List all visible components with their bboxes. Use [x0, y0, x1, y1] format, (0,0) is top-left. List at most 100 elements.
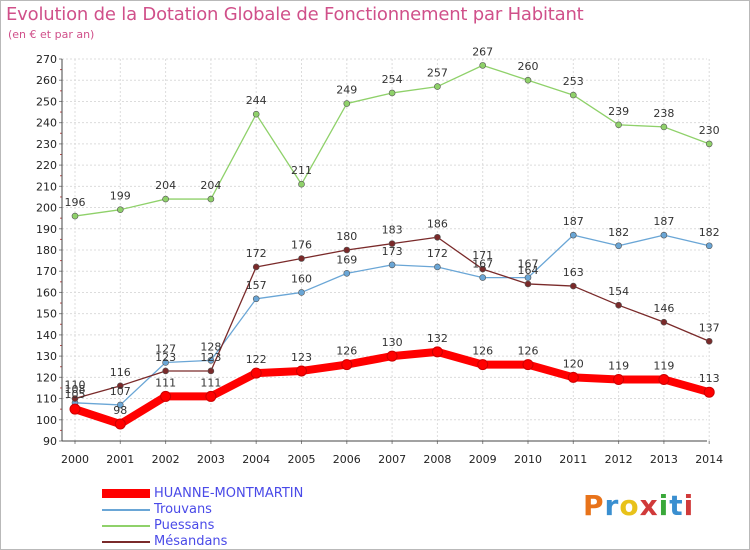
data-point — [114, 418, 126, 430]
data-point — [298, 255, 305, 262]
data-label: 116 — [110, 366, 131, 379]
data-point — [298, 180, 305, 188]
data-label: 230 — [699, 124, 720, 137]
data-point — [162, 367, 169, 375]
chart-subtitle: (en € et par an) — [8, 28, 95, 41]
logo-letter: r — [604, 489, 620, 522]
legend-label-mesandans: Mésandans — [154, 534, 228, 549]
data-point — [162, 359, 169, 366]
data-point — [479, 265, 487, 273]
data-point — [569, 231, 577, 239]
data-point — [71, 395, 79, 402]
data-label: 176 — [291, 238, 312, 251]
data-label: 172 — [246, 247, 267, 260]
data-point — [479, 62, 487, 69]
data-label: 122 — [246, 353, 267, 366]
data-label: 180 — [336, 230, 357, 243]
data-point — [569, 282, 577, 290]
data-point — [524, 280, 532, 288]
data-point — [296, 365, 307, 377]
data-point — [522, 359, 534, 371]
proxiti-logo: Proxiti — [583, 489, 694, 522]
data-point — [613, 373, 625, 385]
data-label: 253 — [563, 75, 584, 88]
data-point — [431, 346, 443, 358]
x-tick-label: 2007 — [378, 453, 406, 466]
logo-letter: x — [639, 489, 659, 522]
data-point — [343, 100, 351, 107]
data-point — [386, 350, 398, 362]
data-point — [162, 195, 169, 203]
data-label: 105 — [65, 388, 86, 401]
data-label: 238 — [653, 107, 674, 120]
data-label: 260 — [518, 60, 539, 73]
data-label: 239 — [608, 105, 629, 118]
data-point — [160, 390, 172, 402]
data-label: 173 — [382, 245, 403, 258]
y-tick-label: 120 — [36, 371, 57, 384]
data-label: 154 — [608, 285, 629, 298]
data-label: 119 — [653, 359, 674, 372]
logo-letter: t — [669, 489, 684, 522]
data-label: 123 — [155, 351, 176, 364]
y-tick-label: 250 — [36, 95, 57, 108]
y-tick-label: 190 — [36, 223, 57, 236]
y-tick-label: 270 — [36, 53, 57, 66]
data-point — [434, 83, 441, 90]
logo-letter: o — [619, 489, 640, 522]
legend-swatch-trouvans — [102, 509, 150, 511]
data-label: 113 — [699, 372, 720, 385]
legend-label-huanne: HUANNE-MONTMARTIN — [154, 486, 304, 501]
data-label: 267 — [472, 45, 493, 58]
data-point — [117, 401, 124, 409]
data-point — [567, 371, 579, 383]
x-tick-label: 2010 — [514, 453, 542, 466]
data-label: 187 — [563, 215, 584, 228]
data-label: 111 — [155, 376, 176, 389]
x-tick-label: 2013 — [650, 453, 678, 466]
data-point — [250, 367, 262, 379]
x-tick-label: 2003 — [197, 453, 225, 466]
data-point — [703, 386, 715, 398]
data-label: 157 — [246, 279, 267, 292]
data-point — [388, 261, 396, 269]
data-label: 211 — [291, 164, 312, 177]
data-point — [207, 195, 215, 203]
logo-letter: i — [658, 489, 670, 522]
data-label: 172 — [427, 247, 448, 260]
data-point — [252, 295, 260, 303]
data-point — [524, 274, 532, 281]
data-label: 146 — [653, 302, 674, 315]
data-point — [615, 301, 622, 309]
data-label: 183 — [382, 224, 403, 237]
data-point — [615, 121, 622, 129]
line-chart: 90 100 110 120 130 140 150 160 170 180 190 200 210 22… — [36, 45, 723, 466]
data-label: 160 — [291, 272, 312, 285]
data-label: 204 — [200, 179, 221, 192]
data-point — [298, 289, 305, 296]
y-tick-label: 170 — [36, 265, 57, 278]
x-tick-label: 2005 — [288, 453, 316, 466]
data-point — [660, 231, 668, 239]
logo-letter: P — [583, 489, 605, 522]
data-point — [434, 233, 441, 241]
data-label: 130 — [382, 336, 403, 349]
data-point — [117, 382, 124, 390]
data-label: 182 — [608, 226, 629, 239]
y-tick-label: 210 — [36, 180, 57, 193]
data-point — [343, 246, 351, 254]
data-label: 107 — [110, 385, 131, 398]
data-label: 120 — [563, 357, 584, 370]
data-label: 128 — [200, 340, 221, 353]
y-tick-label: 110 — [36, 393, 57, 406]
data-label: 163 — [563, 266, 584, 279]
legend-label-trouvans: Trouvans — [154, 502, 212, 517]
data-label: 199 — [110, 190, 131, 203]
data-label: 123 — [291, 351, 312, 364]
x-tick-label: 2006 — [333, 453, 361, 466]
data-point — [341, 359, 353, 371]
y-tick-label: 130 — [36, 350, 57, 363]
data-label: 132 — [427, 332, 448, 345]
data-label: 137 — [699, 321, 720, 334]
data-label: 169 — [336, 253, 357, 266]
